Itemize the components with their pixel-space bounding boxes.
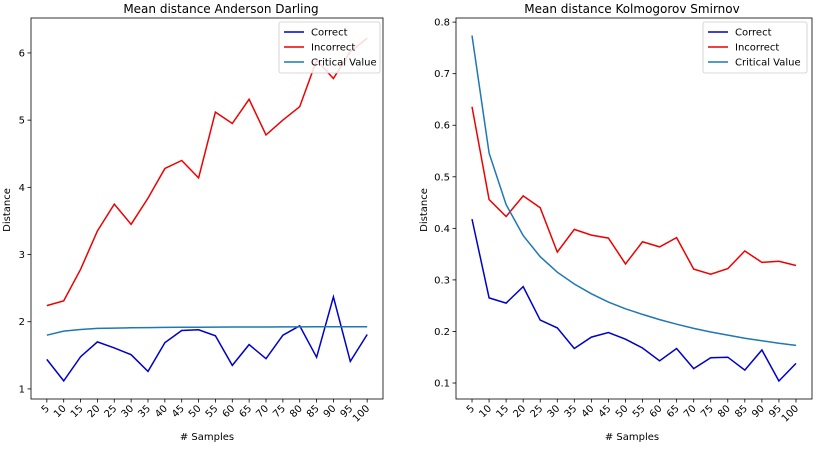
series-line-correct [471,218,797,383]
y-tick-label: 0.4 [434,224,450,235]
y-tick-label: 0.8 [434,18,450,29]
legend-label: Incorrect [311,43,355,54]
y-axis-label: Distance [2,188,13,232]
legend-label: Incorrect [735,43,779,54]
chart-title: Mean distance Kolmogorov Smirnov [524,2,739,16]
chart-anderson-darling: Mean distance Anderson Darling # Samples… [2,2,384,443]
y-tick-label: 6 [19,48,25,59]
legend-box [278,21,381,74]
y-tick-label: 0.7 [434,69,450,80]
legend: Correct Incorrect Critical Value [702,21,808,74]
y-tick-label: 0.5 [434,172,450,183]
chart-kolmogorov-smirnov: Mean distance Kolmogorov Smirnov # Sampl… [419,2,813,443]
legend: Correct Incorrect Critical Value [278,21,381,74]
x-axis-label: # Samples [605,432,659,443]
series-line-critical-value [46,326,368,336]
plot-frame [455,17,813,400]
y-tick-label: 0.3 [434,275,450,286]
legend-box [702,21,808,74]
series-line-critical-value [471,35,797,347]
legend-label: Correct [311,28,348,39]
y-tick-label: 5 [19,116,25,127]
legend-label: Critical Value [735,58,801,69]
y-tick-label: 0.6 [434,121,450,132]
plot-frame [30,17,384,400]
series-line-correct [46,294,368,383]
x-axis-label: # Samples [180,432,234,443]
y-tick-label: 3 [19,250,25,261]
y-axis-label: Distance [419,188,430,232]
y-tick-label: 0.2 [434,327,450,338]
legend-label: Correct [735,28,772,39]
y-tick-label: 1 [19,384,25,395]
y-tick-label: 0.1 [434,379,450,390]
legend-label: Critical Value [311,58,377,69]
y-tick-label: 4 [19,183,25,194]
chart-title: Mean distance Anderson Darling [123,2,318,16]
series-line-incorrect [471,106,797,275]
y-tick-label: 2 [19,317,25,328]
